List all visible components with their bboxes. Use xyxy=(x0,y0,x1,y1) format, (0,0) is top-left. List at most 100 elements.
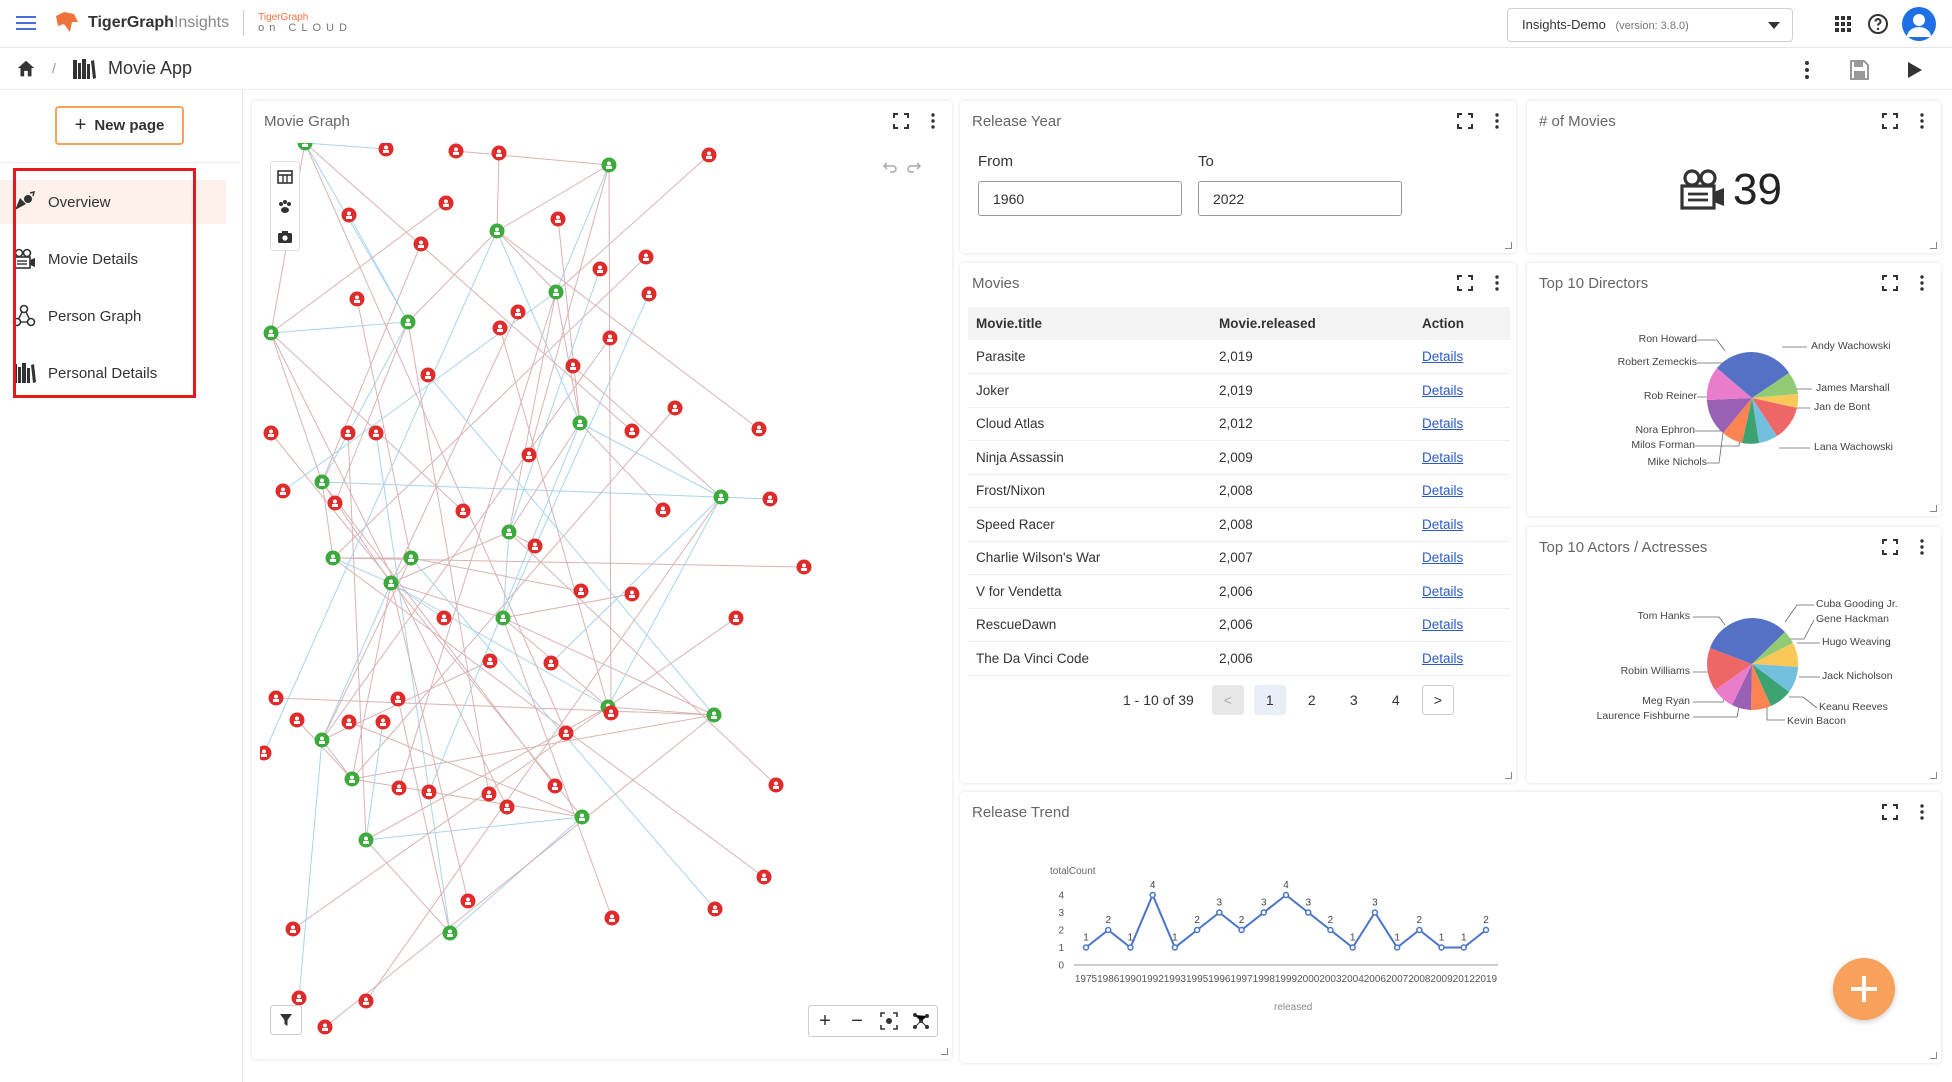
details-link[interactable]: Details xyxy=(1414,474,1510,508)
data-point[interactable] xyxy=(1371,909,1379,916)
graph-edge xyxy=(502,593,633,619)
movie-node-icon xyxy=(767,500,773,503)
more-vert-icon[interactable] xyxy=(1913,274,1931,292)
more-vert-icon[interactable] xyxy=(1488,112,1506,130)
data-point[interactable] xyxy=(1171,944,1179,951)
data-point[interactable] xyxy=(1216,909,1223,916)
user-avatar[interactable] xyxy=(1902,7,1936,41)
save-icon[interactable] xyxy=(1847,58,1871,82)
more-vert-icon[interactable] xyxy=(924,112,942,130)
data-point[interactable] xyxy=(1104,926,1112,934)
column-header[interactable]: Movie.released xyxy=(1211,307,1414,340)
x-tick-label: 1996 xyxy=(1208,974,1231,985)
data-point[interactable] xyxy=(1193,926,1201,934)
data-point[interactable] xyxy=(1304,909,1312,916)
page-button[interactable]: 4 xyxy=(1391,692,1400,708)
solution-select[interactable]: Insights-Demo (version: 3.8.0) xyxy=(1507,8,1793,42)
column-header[interactable]: Action xyxy=(1414,307,1510,340)
movie-node[interactable] xyxy=(260,745,272,761)
details-link[interactable]: Details xyxy=(1414,574,1510,609)
fullscreen-icon[interactable] xyxy=(1881,112,1899,130)
explore-button[interactable] xyxy=(271,192,299,222)
table-view-button[interactable] xyxy=(271,162,299,192)
sidebar-item-movie-details[interactable]: Movie Details xyxy=(0,237,226,281)
page-button[interactable]: 1 xyxy=(1253,685,1286,715)
pie-label: Keanu Reeves xyxy=(1819,701,1888,713)
next-page-button[interactable]: > xyxy=(1421,685,1454,715)
data-point[interactable] xyxy=(1260,909,1268,916)
help-icon[interactable] xyxy=(1866,12,1890,36)
graph-edge xyxy=(427,374,715,716)
data-point[interactable] xyxy=(1082,944,1090,951)
from-year-input[interactable] xyxy=(978,181,1182,216)
movie-node-icon xyxy=(733,619,739,622)
page-button[interactable]: 2 xyxy=(1307,692,1316,708)
add-widget-button[interactable] xyxy=(1833,958,1895,1020)
play-icon[interactable] xyxy=(1902,58,1926,82)
movie-node[interactable] xyxy=(378,143,394,157)
data-label: 2 xyxy=(1483,915,1489,926)
new-page-button[interactable]: + New page xyxy=(55,106,184,145)
more-vert-icon[interactable] xyxy=(1913,538,1931,556)
filter-button[interactable] xyxy=(270,1005,302,1035)
fullscreen-icon[interactable] xyxy=(1881,538,1899,556)
data-point[interactable] xyxy=(1416,926,1423,934)
graph-edge xyxy=(508,291,557,533)
menu-icon[interactable] xyxy=(14,12,38,36)
column-header[interactable]: Movie.title xyxy=(968,307,1211,340)
pie-label: Lana Wachowski xyxy=(1814,441,1893,453)
fullscreen-icon[interactable] xyxy=(1456,274,1474,292)
data-point[interactable] xyxy=(1149,891,1156,899)
details-link[interactable]: Details xyxy=(1414,541,1510,575)
layout-button[interactable] xyxy=(905,1006,937,1036)
person-node-icon xyxy=(500,619,506,622)
data-label: 1 xyxy=(1083,933,1089,944)
details-link[interactable]: Details xyxy=(1414,340,1510,374)
data-point[interactable] xyxy=(1393,944,1401,951)
fullscreen-icon[interactable] xyxy=(1456,112,1474,130)
prev-page-button[interactable]: < xyxy=(1211,685,1244,715)
fit-view-button[interactable] xyxy=(873,1006,905,1036)
details-link[interactable]: Details xyxy=(1414,373,1510,408)
movie-node-icon xyxy=(661,506,665,511)
to-year-input[interactable] xyxy=(1198,181,1402,216)
movie-node-icon xyxy=(608,334,612,339)
more-vert-icon[interactable] xyxy=(1488,274,1506,292)
movie-camera-icon xyxy=(13,248,35,269)
fullscreen-icon[interactable] xyxy=(892,112,910,130)
x-tick-label: 2008 xyxy=(1408,974,1431,985)
data-point[interactable] xyxy=(1349,944,1356,951)
fullscreen-icon[interactable] xyxy=(1881,274,1899,292)
sidebar-item-overview[interactable]: Overview xyxy=(0,180,226,224)
movie-node-icon xyxy=(419,240,423,245)
more-vert-icon[interactable] xyxy=(1913,112,1931,130)
more-vert-icon[interactable] xyxy=(1913,803,1931,821)
zoom-in-button[interactable]: + xyxy=(819,1009,831,1032)
details-link[interactable]: Details xyxy=(1414,608,1510,642)
data-point[interactable] xyxy=(1438,944,1445,951)
graph-edge xyxy=(455,150,610,166)
undo-icon[interactable] xyxy=(882,159,898,175)
redo-icon[interactable] xyxy=(906,159,922,175)
zoom-out-button[interactable]: − xyxy=(851,1009,863,1032)
data-point[interactable] xyxy=(1460,944,1468,951)
screenshot-button[interactable] xyxy=(271,222,299,252)
graph-edge xyxy=(390,311,519,584)
graph-canvas[interactable] xyxy=(260,143,944,1053)
more-vert-icon[interactable] xyxy=(1795,58,1819,82)
data-point[interactable] xyxy=(1282,891,1290,899)
data-point[interactable] xyxy=(1482,926,1490,934)
details-link[interactable]: Details xyxy=(1414,440,1510,475)
details-link[interactable]: Details xyxy=(1414,407,1510,441)
fullscreen-icon[interactable] xyxy=(1881,803,1899,821)
apps-grid-icon[interactable] xyxy=(1831,12,1855,36)
movie-node-icon xyxy=(504,808,510,811)
data-point[interactable] xyxy=(1127,944,1134,951)
graph-edge xyxy=(607,706,715,716)
data-point[interactable] xyxy=(1327,926,1334,934)
page-button[interactable]: 3 xyxy=(1349,692,1358,708)
details-link[interactable]: Details xyxy=(1414,641,1510,676)
home-icon[interactable] xyxy=(15,58,37,80)
details-link[interactable]: Details xyxy=(1414,507,1510,542)
data-point[interactable] xyxy=(1238,926,1245,934)
